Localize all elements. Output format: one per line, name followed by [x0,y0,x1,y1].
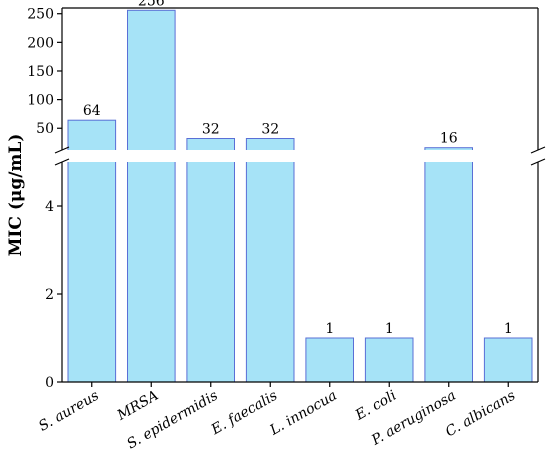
break-mark-right-bottom [530,158,546,166]
bar-1 [67,119,117,383]
bar-2 [127,9,176,383]
axis-break-band [61,150,539,162]
data-label-7: 16 [440,131,458,147]
y-tick-label-2: 2 [45,287,54,303]
y-tick-label-50: 50 [36,121,54,137]
bar-3 [186,138,235,383]
bar-6 [364,337,414,383]
axes-layer [54,7,546,387]
break-mark-left-top [54,146,70,154]
data-label-5: 1 [325,321,334,337]
bar-4 [245,138,295,383]
data-label-4: 32 [261,122,279,138]
y-tick-label-100: 100 [27,93,54,109]
y-tick-label-150: 150 [27,64,54,80]
x-tick-label-2: MRSA [114,388,161,425]
x-tick-label-6: E. coli [352,388,399,425]
y-axis-title: MIC (μg/mL) [6,134,26,257]
y-tick-label-200: 200 [27,35,54,51]
y-tick-label-4: 4 [45,199,54,215]
data-label-1: 64 [83,103,101,119]
bar-5 [305,337,354,383]
data-label-6: 1 [385,321,394,337]
x-tick-label-4: E. faecalis [208,388,280,439]
data-label-3: 32 [202,122,220,138]
y-tick-label-0: 0 [45,375,54,391]
data-label-2: 256 [138,0,165,9]
bars-layer [67,9,533,383]
x-tick-label-5: L. innocua [267,388,340,440]
y-tick-label-250: 250 [27,7,54,23]
break-mark-left-bottom [54,158,70,166]
bar-8 [483,337,533,383]
data-label-8: 1 [504,321,513,337]
break-mark-right-top [530,146,546,154]
bar-7 [424,147,473,383]
x-tick-label-1: S. aureus [36,388,102,435]
